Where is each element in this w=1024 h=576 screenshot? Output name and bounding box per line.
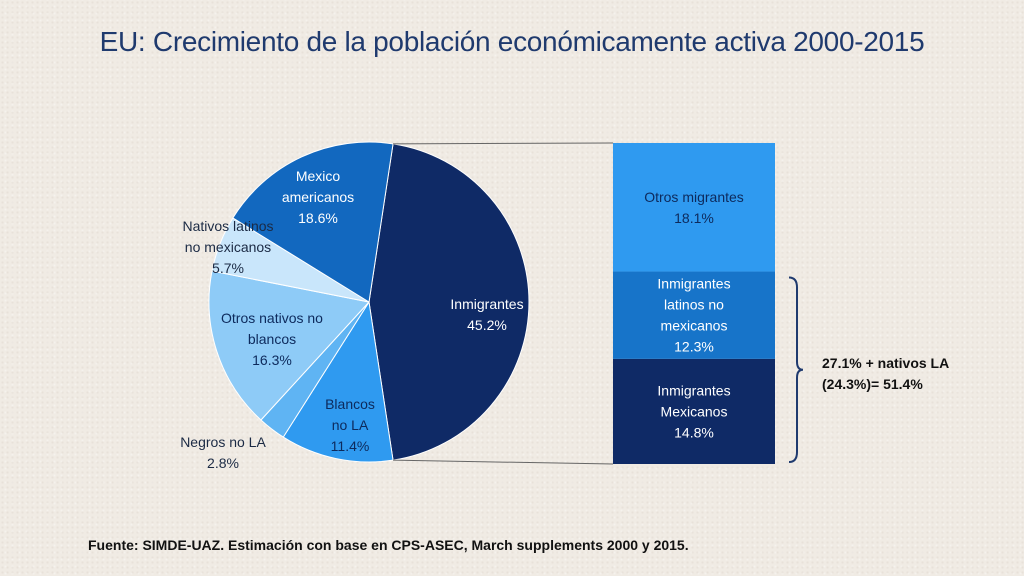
bar-segment: [613, 271, 775, 359]
bar-segment-label: Inmigrantes Mexicanos 14.8%: [657, 382, 730, 440]
pie-slice-label: Mexico americanos 18.6%: [282, 168, 354, 226]
connector-lines: [393, 142, 614, 465]
bar-segment-label: Inmigrantes latinos no mexicanos 12.3%: [657, 276, 730, 355]
chart-labels: Inmigrantes 45.2% Blancos no LA 11.4% Negros …: [180, 168, 949, 471]
pie-slice-label: Blancos no LA 11.4%: [325, 396, 375, 454]
bracket-line: [788, 276, 804, 463]
pie-slice: [282, 300, 394, 463]
bar-segment: [613, 143, 775, 272]
pie-slice: [232, 141, 394, 303]
pie-slice-label: Otros nativos no blancos 16.3%: [221, 310, 323, 368]
bracket: [788, 276, 804, 463]
stacked-bar: [613, 143, 775, 464]
pie-slice: [208, 270, 370, 421]
chart-title: EU: Crecimiento de la población económic…: [99, 26, 925, 57]
bar-segment-label: Otros migrantes 18.1%: [644, 189, 744, 226]
pie-slice-label: Inmigrantes 45.2%: [450, 296, 523, 333]
bar-segment: [613, 358, 775, 464]
bracket-note: 27.1% + nativos LA (24.3%)= 51.4%: [822, 355, 949, 392]
source-note: Fuente: SIMDE-UAZ. Estimación con base e…: [88, 537, 689, 553]
pie-chart: [208, 141, 530, 463]
pie-slice: [368, 143, 530, 461]
pie-slice-label: Nativos latinos no mexicanos 5.7%: [182, 218, 273, 276]
connector-top: [393, 142, 614, 145]
connector-bottom: [393, 459, 614, 465]
pie-slice-label: Negros no LA 2.8%: [180, 434, 266, 471]
